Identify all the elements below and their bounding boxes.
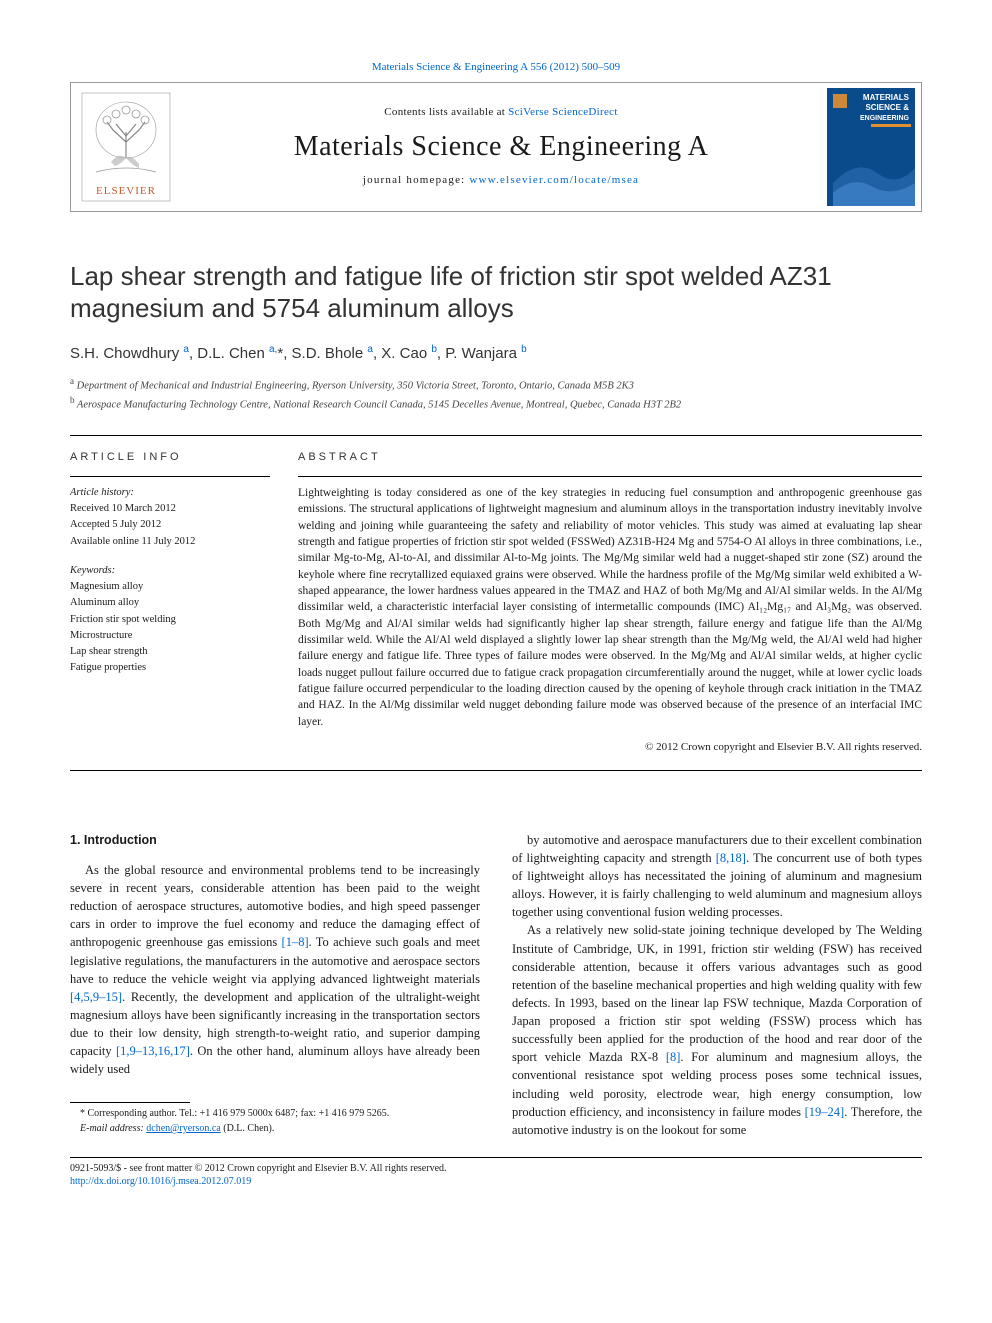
body-column-left: 1. Introduction As the global resource a… (70, 831, 480, 1139)
abstract-heading: abstract (298, 450, 922, 466)
issn-copyright-line: 0921-5093/$ - see front matter © 2012 Cr… (70, 1162, 922, 1175)
homepage-link[interactable]: www.elsevier.com/locate/msea (469, 174, 639, 186)
keywords-heading: Keywords: (70, 563, 270, 578)
contents-prefix: Contents lists available at (384, 106, 508, 118)
cover-icon: MATERIALS SCIENCE & ENGINEERING (827, 88, 915, 206)
homepage-line: journal homepage: www.elsevier.com/locat… (363, 173, 639, 189)
corresponding-author-footnote: * Corresponding author. Tel.: +1 416 979… (70, 1107, 480, 1136)
affiliations: a Department of Mechanical and Industria… (70, 375, 922, 413)
abstract-rule (298, 476, 922, 477)
keyword: Microstructure (70, 628, 270, 643)
contents-lists-line: Contents lists available at SciVerse Sci… (384, 105, 617, 121)
citation-ref-link[interactable]: [1,9–13,16,17] (116, 1044, 190, 1058)
history-line: Received 10 March 2012 (70, 501, 270, 516)
journal-header-box: ELSEVIER Contents lists available at Sci… (70, 82, 922, 212)
doi-link[interactable]: http://dx.doi.org/10.1016/j.msea.2012.07… (70, 1176, 251, 1187)
citation-ref-link[interactable]: [19–24] (805, 1105, 845, 1119)
meta-abstract-row: article info Article history: Received 1… (70, 435, 922, 756)
abstract-copyright: © 2012 Crown copyright and Elsevier B.V.… (298, 740, 922, 756)
section-heading: 1. Introduction (70, 831, 480, 849)
page: Materials Science & Engineering A 556 (2… (0, 0, 992, 1228)
journal-name: Materials Science & Engineering A (294, 127, 709, 168)
keyword: Magnesium alloy (70, 579, 270, 594)
svg-text:MATERIALS: MATERIALS (863, 93, 910, 102)
keyword: Friction stir spot welding (70, 612, 270, 627)
footnote-separator (70, 1102, 190, 1103)
email-author-name: (D.L. Chen). (223, 1123, 274, 1134)
svg-text:ELSEVIER: ELSEVIER (96, 185, 156, 197)
svg-text:SCIENCE &: SCIENCE & (865, 103, 909, 112)
sciencedirect-link[interactable]: SciVerse ScienceDirect (508, 106, 618, 118)
article-info-heading: article info (70, 450, 270, 466)
abstract-text: Lightweighting is today considered as on… (298, 485, 922, 730)
body-two-column: 1. Introduction As the global resource a… (70, 831, 922, 1139)
abstract-column: abstract Lightweighting is today conside… (298, 435, 922, 756)
homepage-prefix: journal homepage: (363, 174, 470, 186)
article-title: Lap shear strength and fatigue life of f… (70, 260, 922, 325)
history-line: Available online 11 July 2012 (70, 534, 270, 549)
body-paragraph: As the global resource and environmental… (70, 861, 480, 1079)
body-paragraph: As a relatively new solid-state joining … (512, 921, 922, 1139)
journal-cover-thumbnail: MATERIALS SCIENCE & ENGINEERING (821, 83, 921, 211)
section-number: 1. (70, 833, 80, 847)
article-info-column: article info Article history: Received 1… (70, 435, 270, 756)
affiliation-line: b Aerospace Manufacturing Technology Cen… (70, 394, 922, 413)
body-column-right: by automotive and aerospace manufacturer… (512, 831, 922, 1139)
keyword: Lap shear strength (70, 644, 270, 659)
footnote-tel-fax: * Corresponding author. Tel.: +1 416 979… (70, 1107, 480, 1122)
corresponding-email-link[interactable]: dchen@ryerson.ca (146, 1123, 220, 1134)
email-label: E-mail address: (80, 1123, 144, 1134)
article-info-rule (70, 476, 270, 477)
keyword: Fatigue properties (70, 660, 270, 675)
keyword: Aluminum alloy (70, 595, 270, 610)
history-line: Accepted 5 July 2012 (70, 517, 270, 532)
page-footer: 0921-5093/$ - see front matter © 2012 Cr… (70, 1157, 922, 1188)
svg-text:ENGINEERING: ENGINEERING (860, 115, 910, 122)
header-center: Contents lists available at SciVerse Sci… (181, 83, 821, 211)
citation-ref-link[interactable]: [8,18] (716, 851, 746, 865)
footnote-email-line: E-mail address: dchen@ryerson.ca (D.L. C… (70, 1122, 480, 1137)
citation-ref-link[interactable]: [4,5,9–15] (70, 990, 122, 1004)
section-title: Introduction (84, 833, 157, 847)
body-paragraph: by automotive and aerospace manufacturer… (512, 831, 922, 922)
author-list: S.H. Chowdhury a, D.L. Chen a,*, S.D. Bh… (70, 343, 922, 365)
citation-link[interactable]: Materials Science & Engineering A 556 (2… (372, 61, 620, 73)
citation-ref-link[interactable]: [1–8] (282, 935, 309, 949)
history-heading: Article history: (70, 485, 270, 500)
publisher-logo: ELSEVIER (71, 83, 181, 211)
abstract-end-rule (70, 770, 922, 771)
article-head: Lap shear strength and fatigue life of f… (70, 260, 922, 413)
bibliographic-citation: Materials Science & Engineering A 556 (2… (70, 60, 922, 76)
citation-ref-link[interactable]: [8] (666, 1050, 681, 1064)
elsevier-tree-icon: ELSEVIER (81, 92, 171, 202)
affiliation-line: a Department of Mechanical and Industria… (70, 375, 922, 394)
